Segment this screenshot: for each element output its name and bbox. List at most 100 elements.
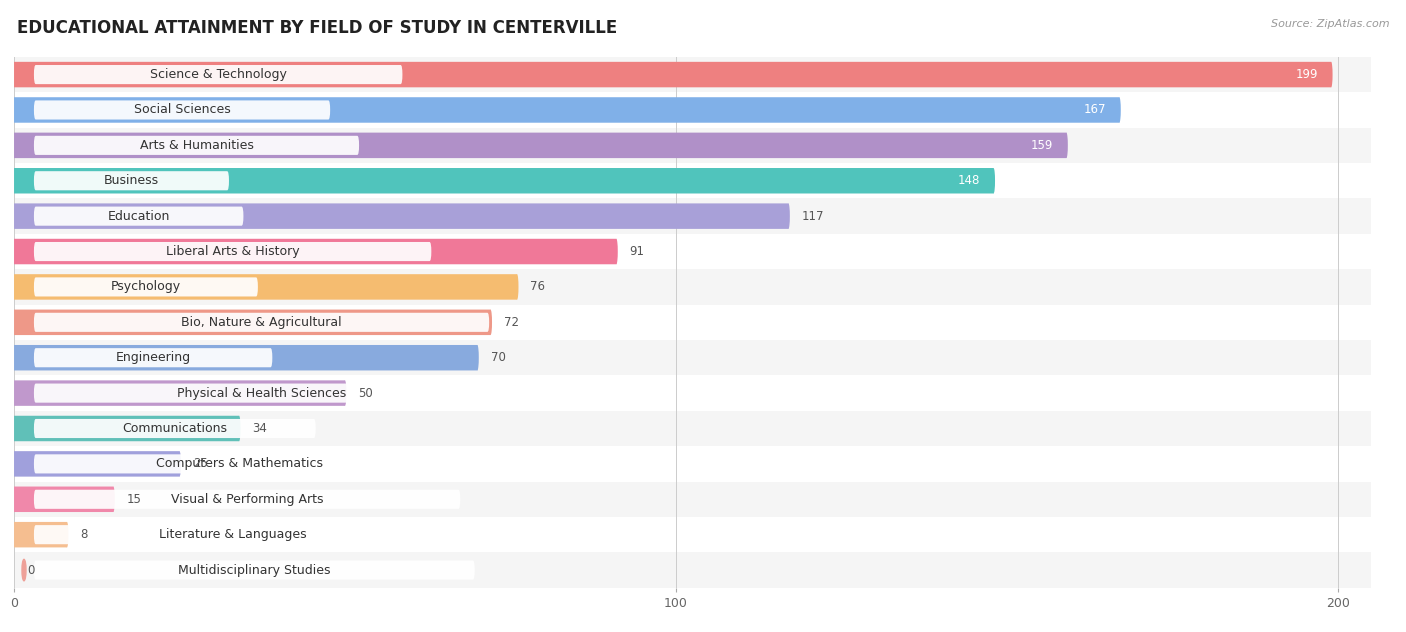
Text: Visual & Performing Arts: Visual & Performing Arts: [172, 493, 323, 506]
FancyBboxPatch shape: [14, 204, 789, 229]
FancyBboxPatch shape: [34, 65, 402, 84]
Bar: [14, 517, 1371, 552]
Bar: [14, 92, 1371, 128]
FancyBboxPatch shape: [34, 525, 432, 544]
Circle shape: [22, 135, 25, 156]
Circle shape: [22, 418, 25, 439]
FancyBboxPatch shape: [14, 310, 491, 335]
Text: 148: 148: [957, 174, 980, 187]
Ellipse shape: [475, 345, 479, 370]
FancyBboxPatch shape: [34, 419, 316, 438]
FancyBboxPatch shape: [14, 380, 344, 406]
Text: Bio, Nature & Agricultural: Bio, Nature & Agricultural: [181, 316, 342, 329]
Text: Arts & Humanities: Arts & Humanities: [139, 139, 253, 152]
Bar: [14, 482, 1371, 517]
Text: Business: Business: [104, 174, 159, 187]
FancyBboxPatch shape: [34, 277, 257, 296]
Bar: [14, 375, 1371, 411]
FancyBboxPatch shape: [14, 522, 67, 547]
Bar: [14, 552, 1371, 588]
Ellipse shape: [1064, 133, 1067, 158]
Text: 91: 91: [630, 245, 644, 258]
Bar: [14, 234, 1371, 269]
Text: Psychology: Psychology: [111, 281, 181, 293]
Circle shape: [22, 64, 25, 85]
FancyBboxPatch shape: [34, 100, 330, 119]
Ellipse shape: [787, 204, 790, 229]
Bar: [14, 198, 1371, 234]
FancyBboxPatch shape: [14, 133, 1066, 158]
Bar: [14, 305, 1371, 340]
Circle shape: [22, 205, 25, 227]
Bar: [14, 163, 1371, 198]
FancyBboxPatch shape: [14, 487, 114, 512]
Text: Education: Education: [107, 210, 170, 222]
Text: 117: 117: [801, 210, 824, 222]
Text: Multidisciplinary Studies: Multidisciplinary Studies: [179, 564, 330, 576]
Text: Physical & Health Sciences: Physical & Health Sciences: [177, 387, 346, 399]
Text: 50: 50: [359, 387, 373, 399]
Text: Communications: Communications: [122, 422, 228, 435]
Text: 159: 159: [1031, 139, 1053, 152]
Ellipse shape: [1330, 62, 1333, 87]
Text: 34: 34: [252, 422, 267, 435]
Text: 199: 199: [1295, 68, 1317, 81]
Text: Source: ZipAtlas.com: Source: ZipAtlas.com: [1271, 19, 1389, 29]
FancyBboxPatch shape: [34, 242, 432, 261]
Text: 8: 8: [80, 528, 87, 541]
FancyBboxPatch shape: [14, 451, 180, 477]
Circle shape: [22, 241, 25, 262]
Bar: [14, 340, 1371, 375]
FancyBboxPatch shape: [14, 416, 239, 441]
Ellipse shape: [993, 168, 995, 193]
Ellipse shape: [516, 274, 519, 300]
FancyBboxPatch shape: [14, 345, 478, 370]
Ellipse shape: [614, 239, 617, 264]
Text: 167: 167: [1084, 104, 1107, 116]
Ellipse shape: [489, 310, 492, 335]
Circle shape: [22, 276, 25, 298]
Bar: [14, 57, 1371, 92]
FancyBboxPatch shape: [34, 561, 475, 580]
Ellipse shape: [343, 380, 346, 406]
Text: Computers & Mathematics: Computers & Mathematics: [156, 458, 323, 470]
Bar: [14, 269, 1371, 305]
FancyBboxPatch shape: [14, 62, 1331, 87]
Text: 70: 70: [491, 351, 506, 364]
Circle shape: [22, 559, 25, 581]
Text: EDUCATIONAL ATTAINMENT BY FIELD OF STUDY IN CENTERVILLE: EDUCATIONAL ATTAINMENT BY FIELD OF STUDY…: [17, 19, 617, 37]
Text: Science & Technology: Science & Technology: [149, 68, 287, 81]
Circle shape: [22, 312, 25, 333]
Circle shape: [22, 347, 25, 368]
FancyBboxPatch shape: [34, 348, 273, 367]
FancyBboxPatch shape: [14, 239, 616, 264]
Ellipse shape: [238, 416, 240, 441]
FancyBboxPatch shape: [14, 168, 994, 193]
Ellipse shape: [66, 522, 69, 547]
FancyBboxPatch shape: [14, 274, 517, 300]
Text: 72: 72: [503, 316, 519, 329]
Circle shape: [22, 489, 25, 510]
Circle shape: [22, 99, 25, 121]
Ellipse shape: [1118, 97, 1121, 123]
Ellipse shape: [179, 451, 181, 477]
FancyBboxPatch shape: [14, 97, 1119, 123]
Text: Liberal Arts & History: Liberal Arts & History: [166, 245, 299, 258]
Circle shape: [22, 382, 25, 404]
Text: Literature & Languages: Literature & Languages: [159, 528, 307, 541]
Text: Social Sciences: Social Sciences: [134, 104, 231, 116]
FancyBboxPatch shape: [34, 207, 243, 226]
Text: 0: 0: [27, 564, 35, 576]
Text: Engineering: Engineering: [115, 351, 191, 364]
Bar: [14, 411, 1371, 446]
Text: 76: 76: [530, 281, 546, 293]
FancyBboxPatch shape: [34, 490, 460, 509]
FancyBboxPatch shape: [34, 136, 359, 155]
Ellipse shape: [112, 487, 115, 512]
Circle shape: [22, 453, 25, 475]
FancyBboxPatch shape: [34, 454, 446, 473]
FancyBboxPatch shape: [34, 171, 229, 190]
Text: 25: 25: [193, 458, 208, 470]
Bar: [14, 446, 1371, 482]
Bar: [14, 128, 1371, 163]
